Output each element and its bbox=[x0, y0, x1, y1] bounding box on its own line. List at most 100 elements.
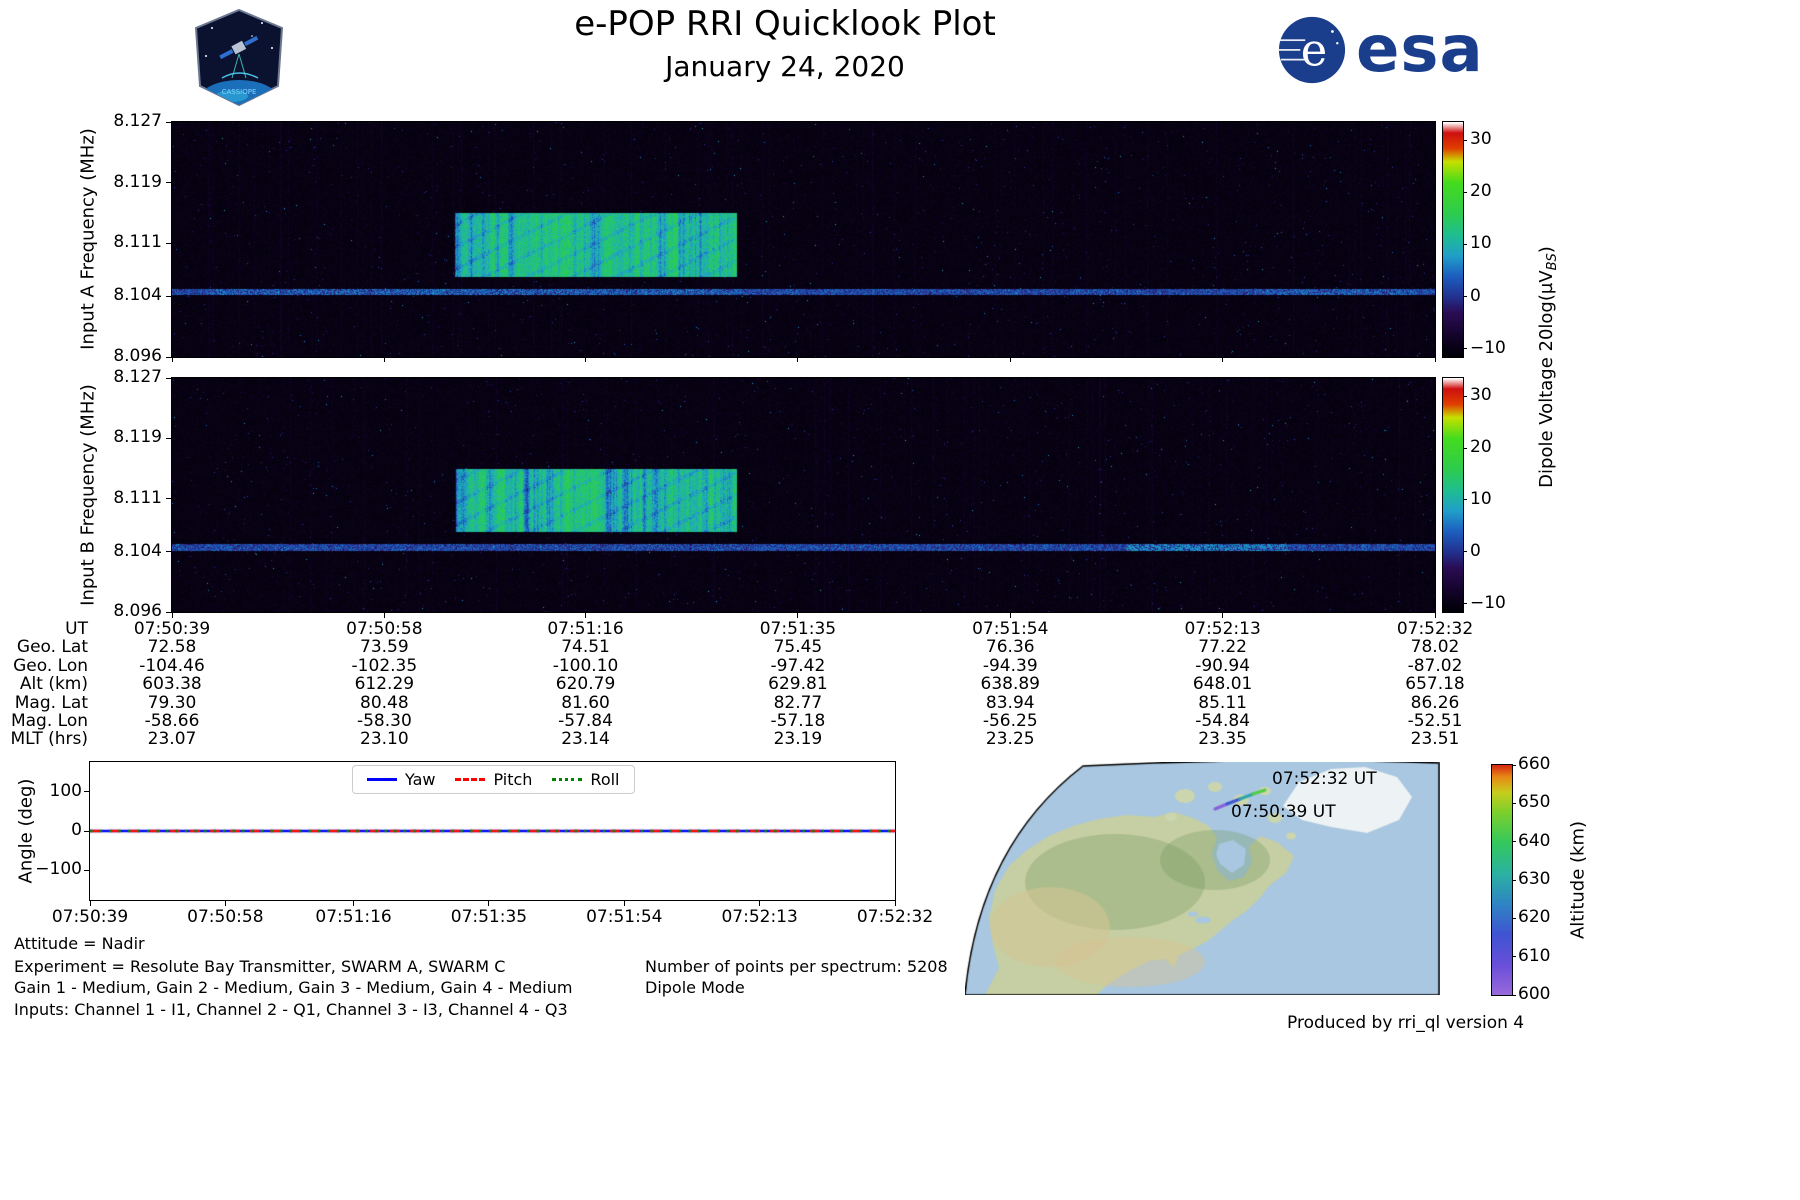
colorbar-tick-label: 0 bbox=[1470, 540, 1481, 561]
spectrogram-b-canvas bbox=[171, 377, 1436, 613]
angle-xtick-label: 07:51:35 bbox=[450, 907, 528, 927]
tick-mark bbox=[166, 551, 172, 553]
ephemeris-value: 603.38 bbox=[142, 674, 202, 695]
legend-item-yaw: Yaw bbox=[367, 770, 435, 789]
tick-mark bbox=[1512, 879, 1516, 881]
tick-mark bbox=[166, 611, 172, 613]
ground-track-map-canvas bbox=[965, 762, 1440, 995]
page-title: e-POP RRI Quicklook Plot bbox=[574, 4, 996, 44]
colorbar-tick-label: 20 bbox=[1470, 181, 1492, 202]
altitude-colorbar bbox=[1491, 764, 1513, 996]
ephemeris-value: -87.02 bbox=[1407, 655, 1463, 676]
ephemeris-value: 657.18 bbox=[1405, 674, 1465, 695]
ephemeris-value: 83.94 bbox=[985, 692, 1035, 713]
ephemeris-value: -104.46 bbox=[139, 655, 205, 676]
attitude-legend: Yaw Pitch Roll bbox=[352, 765, 635, 794]
tick-mark bbox=[1512, 764, 1516, 766]
freq-tick-label: 8.127 bbox=[113, 367, 162, 387]
tick-mark bbox=[383, 357, 385, 362]
annotation-gains: Gain 1 - Medium, Gain 2 - Medium, Gain 3… bbox=[14, 978, 573, 997]
tick-mark bbox=[797, 357, 799, 362]
ephemeris-value: 07:50:58 bbox=[346, 619, 423, 639]
ephemeris-value: 82.77 bbox=[773, 692, 823, 713]
colorbar-tick-label: 0 bbox=[1470, 285, 1481, 306]
angle-xtick-label: 07:52:13 bbox=[721, 907, 798, 927]
ephemeris-value: 23.35 bbox=[1198, 729, 1247, 750]
ephemeris-value: 07:51:54 bbox=[972, 619, 1049, 639]
tick-mark bbox=[1434, 357, 1436, 362]
mission-patch-logo: CASSIOPE bbox=[194, 8, 284, 107]
tick-mark bbox=[166, 377, 172, 379]
dipole-colorbar-label: Dipole Voltage 20log(µVBS) bbox=[1536, 246, 1560, 488]
tick-mark bbox=[1009, 357, 1011, 362]
ephemeris-row-label: Mag. Lat bbox=[14, 692, 88, 713]
ephemeris-value: 72.58 bbox=[147, 637, 197, 658]
ephemeris-value: 73.59 bbox=[360, 637, 409, 658]
tick-mark bbox=[224, 900, 226, 906]
tick-mark bbox=[585, 612, 587, 618]
colorbar-label-suffix: ) bbox=[1536, 246, 1557, 254]
tick-mark bbox=[1463, 191, 1467, 193]
tick-mark bbox=[1463, 139, 1467, 141]
alt-tick-label: 650 bbox=[1518, 792, 1551, 813]
freq-tick-label: 8.127 bbox=[113, 111, 162, 131]
freq-tick-label: 8.104 bbox=[113, 540, 162, 561]
tick-mark bbox=[166, 498, 172, 500]
ephemeris-value: -57.18 bbox=[770, 711, 826, 731]
tick-mark bbox=[1463, 243, 1467, 245]
tick-mark bbox=[84, 830, 90, 832]
ephemeris-row-label: Mag. Lon bbox=[10, 711, 88, 731]
alt-tick-label: 600 bbox=[1518, 984, 1551, 1004]
tick-mark bbox=[1009, 612, 1011, 618]
ephemeris-value: 07:51:35 bbox=[759, 619, 837, 639]
tick-mark bbox=[894, 900, 896, 906]
ephemeris-value: -102.35 bbox=[351, 655, 418, 676]
annotation-points: Number of points per spectrum: 5208 bbox=[645, 957, 948, 976]
tick-mark bbox=[166, 437, 172, 439]
tick-mark bbox=[1463, 551, 1467, 553]
ephemeris-value: 07:52:32 bbox=[1396, 619, 1474, 639]
annotation-experiment: Experiment = Resolute Bay Transmitter, S… bbox=[14, 957, 506, 976]
colorbar-tick-label: 30 bbox=[1470, 385, 1492, 406]
ephemeris-value: 638.89 bbox=[980, 674, 1040, 695]
ephemeris-value: 07:51:16 bbox=[547, 619, 624, 639]
angle-xtick-label: 07:51:16 bbox=[315, 907, 392, 927]
tick-mark bbox=[166, 242, 172, 244]
colorbar-label-subscript: BS bbox=[1545, 253, 1560, 271]
freq-tick-label: 8.111 bbox=[113, 232, 162, 253]
ephemeris-value: 78.02 bbox=[1410, 637, 1460, 658]
tick-mark bbox=[1222, 612, 1224, 618]
tick-mark bbox=[1512, 841, 1516, 843]
ephemeris-row-label: Geo. Lon bbox=[13, 655, 88, 676]
ephemeris-value: -52.51 bbox=[1407, 711, 1463, 731]
colorbar-label-prefix: Dipole Voltage 20log(µV bbox=[1536, 270, 1557, 488]
legend-item-pitch: Pitch bbox=[455, 770, 532, 789]
ephemeris-value: 77.22 bbox=[1198, 637, 1247, 658]
alt-tick-label: 630 bbox=[1518, 869, 1551, 889]
tick-mark bbox=[171, 612, 173, 618]
ephemeris-value: 07:52:13 bbox=[1184, 619, 1261, 639]
freq-tick-label: 8.119 bbox=[113, 171, 162, 192]
svg-text:e: e bbox=[1301, 24, 1327, 77]
ephemeris-row-label: Geo. Lat bbox=[16, 637, 88, 658]
esa-logo-text: esa bbox=[1356, 13, 1484, 87]
freq-tick-label: 8.104 bbox=[113, 285, 162, 306]
map-label-end: 07:52:32 UT bbox=[1272, 769, 1377, 789]
angle-ytick-label: 0 bbox=[71, 820, 82, 840]
freq-tick-label: 8.119 bbox=[113, 427, 162, 448]
tick-mark bbox=[353, 900, 355, 906]
colorbar-tick-label: −10 bbox=[1470, 337, 1506, 358]
page-date: January 24, 2020 bbox=[665, 50, 905, 83]
ephemeris-value: -90.94 bbox=[1195, 655, 1251, 676]
ephemeris-value: 620.79 bbox=[555, 674, 616, 695]
colorbar-tick-label: 20 bbox=[1470, 437, 1492, 458]
angle-xtick-label: 07:52:32 bbox=[856, 907, 934, 927]
angle-ytick-label: 100 bbox=[49, 780, 82, 801]
ephemeris-value: 75.45 bbox=[773, 637, 823, 658]
freq-tick-label: 8.096 bbox=[113, 346, 162, 366]
ephemeris-value: 23.19 bbox=[773, 729, 823, 750]
tick-mark bbox=[166, 295, 172, 297]
tick-mark bbox=[166, 121, 172, 123]
producer-credit: Produced by rri_ql version 4 bbox=[1287, 1013, 1525, 1033]
